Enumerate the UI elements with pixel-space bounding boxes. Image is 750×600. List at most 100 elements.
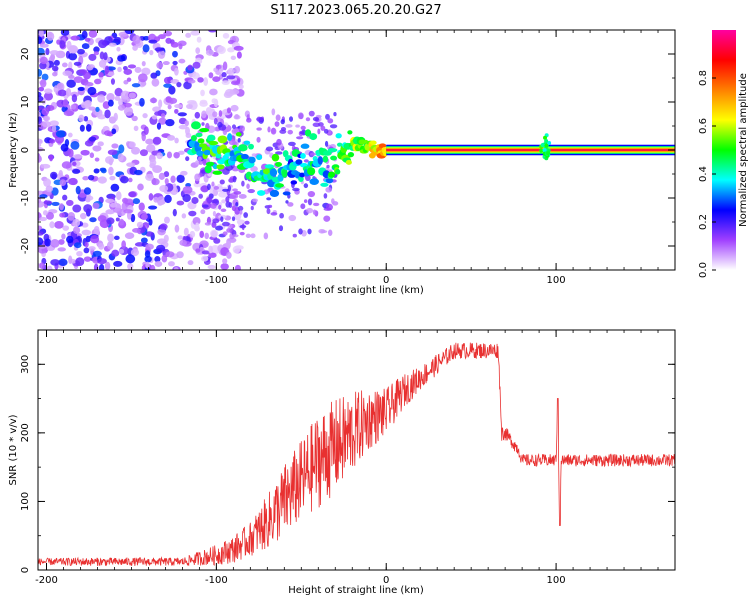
snr-panel: -200 -100 0 100 0 100 200 300 Height of straig… [8, 329, 676, 596]
heatmap-noise-cell [127, 64, 137, 69]
heatmap-noise-cell [61, 62, 68, 68]
heatmap-noise-cell [51, 124, 57, 133]
heatmap-noise-cell [193, 182, 201, 188]
heatmap-noise-cell [239, 231, 245, 236]
heatmap-noise-cell [323, 193, 328, 199]
y-tick-label: -10 [20, 190, 31, 206]
heatmap-noise-cell [83, 247, 90, 254]
heatmap-noise-cell [38, 153, 41, 163]
heatmap-noise-cell [220, 263, 229, 270]
heatmap-noise-cell [93, 46, 100, 53]
heatmap-noise-cell [218, 204, 222, 210]
heatmap-noise-cell [38, 244, 47, 249]
heatmap-noise-cell [154, 260, 163, 267]
heatmap-noise-cell [202, 158, 207, 166]
heatmap-noise-cell [111, 128, 117, 135]
heatmap-noise-cell [39, 43, 49, 48]
heatmap-noise-cell [218, 110, 223, 117]
heatmap-noise-cell [320, 125, 326, 131]
heatmap-noise-cell [68, 177, 78, 186]
heatmap-noise-cell [170, 175, 176, 183]
heatmap-noise-cell [65, 87, 72, 97]
heatmap-noise-cell [303, 199, 308, 204]
heatmap-noise-cell [118, 144, 125, 154]
heatmap-noise-cell [145, 138, 154, 145]
heatmap-noise-cell [70, 35, 81, 41]
heatmap-noise-cell [208, 72, 214, 79]
heatmap-noise-cell [327, 229, 333, 236]
y-tick-label: 300 [20, 355, 31, 374]
heatmap-noise-cell [117, 55, 126, 62]
heatmap-noise-cell [106, 217, 115, 225]
heatmap-noise-cell [183, 227, 189, 237]
heatmap-signal-band [386, 149, 675, 151]
heatmap-noise-cell [230, 55, 237, 61]
heatmap-noise-cell [103, 130, 112, 136]
heatmap-noise-cell [182, 185, 193, 194]
heatmap-track-cell [544, 143, 549, 148]
heatmap-noise-cell [49, 221, 55, 229]
heatmap-noise-cell [59, 40, 66, 49]
heatmap-noise-cell [149, 50, 154, 56]
heatmap-x-label: Height of straight line (km) [288, 285, 424, 296]
heatmap-noise-cell [285, 200, 289, 204]
heatmap-noise-cell [50, 259, 60, 266]
heatmap-noise-cell [247, 188, 255, 194]
heatmap-noise-cell [45, 185, 54, 193]
heatmap-noise-cell [42, 210, 48, 216]
x-tick-label: 0 [383, 575, 389, 586]
heatmap-track-cell [547, 140, 552, 145]
heatmap-noise-cell [97, 114, 106, 120]
heatmap-noise-cell [163, 83, 172, 88]
heatmap-noise-cell [131, 146, 141, 155]
heatmap-noise-cell [222, 32, 230, 39]
heatmap-noise-cell [45, 47, 50, 56]
heatmap-noise-cell [221, 199, 227, 204]
heatmap-track-cell [328, 171, 336, 178]
heatmap-noise-cell [83, 256, 92, 262]
heatmap-noise-cell [208, 30, 217, 33]
heatmap-x-axis: -200 -100 0 100 [35, 30, 676, 286]
heatmap-noise-cell [88, 53, 97, 61]
heatmap-noise-layer [38, 30, 339, 270]
y-tick-label: 10 [20, 96, 31, 109]
heatmap-noise-cell [187, 260, 194, 266]
heatmap-noise-cell [104, 156, 115, 164]
heatmap-noise-cell [38, 116, 43, 124]
heatmap-noise-cell [221, 80, 230, 86]
heatmap-noise-cell [267, 126, 271, 133]
heatmap-noise-cell [38, 95, 44, 103]
heatmap-noise-cell [92, 250, 102, 257]
heatmap-noise-cell [97, 258, 107, 265]
heatmap-noise-cell [191, 197, 199, 204]
heatmap-noise-cell [163, 234, 169, 243]
heatmap-track-cell [243, 140, 251, 145]
heatmap-noise-cell [226, 228, 232, 233]
heatmap-noise-cell [83, 82, 94, 87]
heatmap-noise-cell [307, 190, 316, 198]
heatmap-noise-cell [207, 264, 216, 270]
heatmap-noise-cell [176, 200, 185, 206]
heatmap-noise-cell [141, 60, 146, 67]
heatmap-noise-cell [213, 117, 218, 125]
heatmap-track-cell [238, 144, 248, 152]
heatmap-noise-cell [134, 169, 143, 176]
heatmap-noise-cell [188, 210, 197, 217]
heatmap-noise-cell [170, 41, 179, 48]
heatmap-noise-cell [46, 265, 53, 270]
x-tick-label: -200 [35, 575, 58, 586]
heatmap-noise-cell [81, 43, 90, 50]
heatmap-noise-cell [187, 79, 196, 84]
heatmap-noise-cell [125, 254, 136, 264]
heatmap-noise-cell [84, 140, 94, 147]
heatmap-track-cell [542, 148, 547, 153]
heatmap-noise-cell [246, 117, 252, 123]
heatmap-noise-cell [150, 72, 158, 79]
heatmap-noise-cell [278, 225, 284, 232]
heatmap-noise-cell [331, 198, 335, 205]
heatmap-noise-cell [296, 136, 304, 140]
heatmap-noise-cell [275, 151, 283, 155]
heatmap-noise-cell [97, 141, 104, 147]
y-tick-label: -20 [20, 238, 31, 254]
